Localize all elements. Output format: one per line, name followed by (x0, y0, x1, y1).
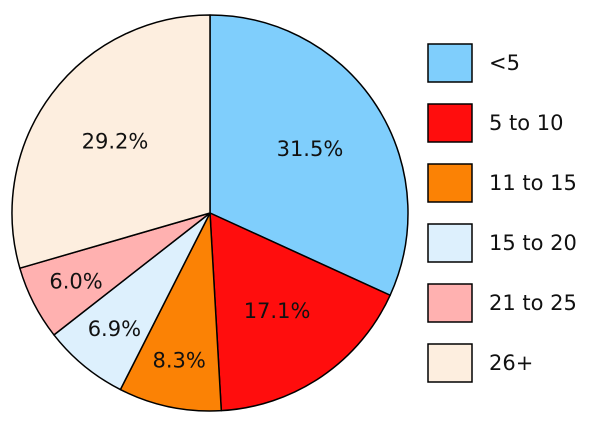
slice-value-label: 29.2% (82, 130, 149, 154)
legend-swatch-15-to-20 (427, 223, 473, 263)
legend-label-5-to-10: 5 to 10 (489, 111, 564, 135)
legend-label-lt5: <5 (489, 51, 520, 75)
pie-slice-labels: 31.5% 17.1% 8.3% 6.9% 6.0% 29.2% (49, 130, 343, 373)
slice-value-label: 8.3% (153, 348, 206, 372)
legend-label-11-to-15: 11 to 15 (489, 171, 577, 195)
legend-swatch-lt5 (427, 43, 473, 83)
legend-label-15-to-20: 15 to 20 (489, 231, 577, 255)
slice-value-label: 17.1% (244, 299, 311, 323)
legend: <5 5 to 10 11 to 15 15 to 20 21 to 25 26+ (427, 43, 577, 383)
pie-slice-26plus (11, 14, 211, 269)
pie-slice-lt5 (209, 14, 409, 297)
slice-value-label: 6.0% (49, 270, 102, 294)
pie-slices (11, 14, 409, 412)
legend-label-21-to-25: 21 to 25 (489, 291, 577, 315)
legend-swatch-5-to-10 (427, 103, 473, 143)
legend-label-26plus: 26+ (489, 351, 533, 375)
slice-value-label: 6.9% (88, 317, 141, 341)
pie-slice-11-to-15 (119, 212, 223, 412)
pie-slice-5-to-10 (209, 212, 391, 412)
legend-swatch-21-to-25 (427, 283, 473, 323)
legend-swatch-11-to-15 (427, 163, 473, 203)
legend-swatch-26plus (427, 343, 473, 383)
slice-value-label: 31.5% (277, 137, 344, 161)
